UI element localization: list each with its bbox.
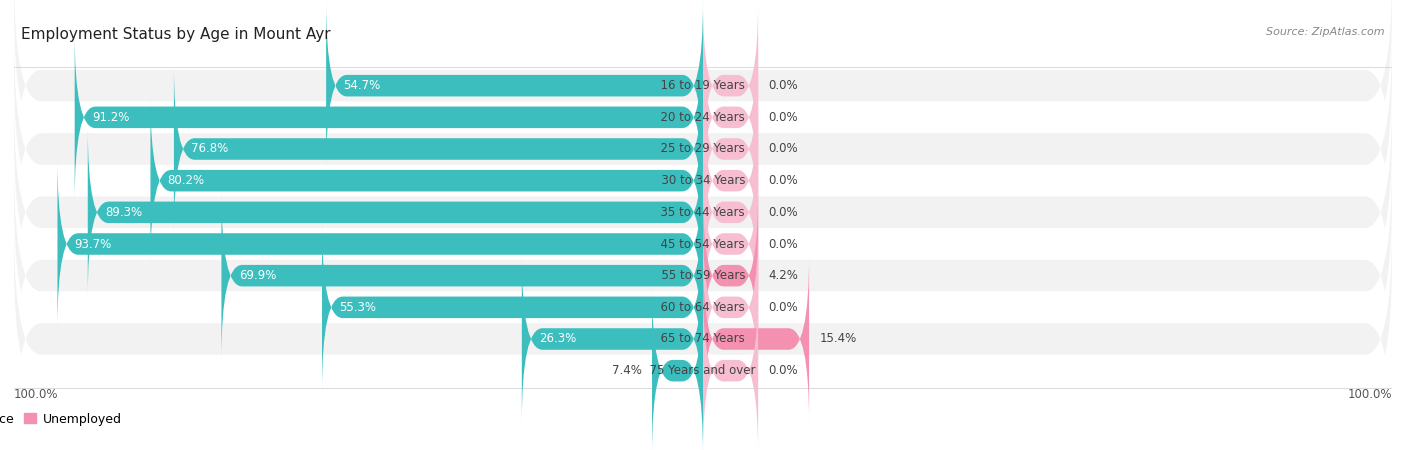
Text: 55.3%: 55.3% bbox=[339, 301, 377, 314]
Text: Employment Status by Age in Mount Ayr: Employment Status by Age in Mount Ayr bbox=[21, 27, 330, 42]
Text: 54.7%: 54.7% bbox=[343, 79, 381, 92]
FancyBboxPatch shape bbox=[14, 6, 1392, 228]
Text: 100.0%: 100.0% bbox=[14, 388, 59, 401]
Text: 25 to 29 Years: 25 to 29 Years bbox=[654, 143, 752, 156]
FancyBboxPatch shape bbox=[14, 228, 1392, 450]
Text: 0.0%: 0.0% bbox=[769, 301, 799, 314]
FancyBboxPatch shape bbox=[703, 128, 758, 297]
Text: 60 to 64 Years: 60 to 64 Years bbox=[654, 301, 752, 314]
FancyBboxPatch shape bbox=[221, 191, 703, 360]
Text: 16 to 19 Years: 16 to 19 Years bbox=[654, 79, 752, 92]
FancyBboxPatch shape bbox=[174, 65, 703, 233]
FancyBboxPatch shape bbox=[703, 255, 808, 423]
Text: 15.4%: 15.4% bbox=[820, 333, 856, 346]
FancyBboxPatch shape bbox=[652, 287, 703, 450]
FancyBboxPatch shape bbox=[150, 96, 703, 265]
Text: 80.2%: 80.2% bbox=[167, 174, 205, 187]
Text: 20 to 24 Years: 20 to 24 Years bbox=[654, 111, 752, 124]
FancyBboxPatch shape bbox=[14, 133, 1392, 355]
Text: 89.3%: 89.3% bbox=[105, 206, 142, 219]
Text: 4.2%: 4.2% bbox=[769, 269, 799, 282]
FancyBboxPatch shape bbox=[87, 128, 703, 297]
FancyBboxPatch shape bbox=[14, 197, 1392, 418]
FancyBboxPatch shape bbox=[703, 223, 758, 392]
Text: 0.0%: 0.0% bbox=[769, 206, 799, 219]
Text: 100.0%: 100.0% bbox=[1347, 388, 1392, 401]
FancyBboxPatch shape bbox=[703, 287, 758, 450]
Text: 93.7%: 93.7% bbox=[75, 238, 112, 251]
Text: 30 to 34 Years: 30 to 34 Years bbox=[654, 174, 752, 187]
Text: 0.0%: 0.0% bbox=[769, 111, 799, 124]
Text: 26.3%: 26.3% bbox=[538, 333, 576, 346]
Text: 65 to 74 Years: 65 to 74 Years bbox=[654, 333, 752, 346]
FancyBboxPatch shape bbox=[703, 160, 758, 328]
FancyBboxPatch shape bbox=[703, 65, 758, 233]
FancyBboxPatch shape bbox=[75, 33, 703, 202]
Text: 76.8%: 76.8% bbox=[191, 143, 228, 156]
FancyBboxPatch shape bbox=[703, 191, 758, 360]
Text: Source: ZipAtlas.com: Source: ZipAtlas.com bbox=[1267, 27, 1385, 37]
Text: 91.2%: 91.2% bbox=[91, 111, 129, 124]
FancyBboxPatch shape bbox=[14, 70, 1392, 292]
FancyBboxPatch shape bbox=[326, 1, 703, 170]
FancyBboxPatch shape bbox=[14, 165, 1392, 387]
FancyBboxPatch shape bbox=[703, 33, 758, 202]
Text: 0.0%: 0.0% bbox=[769, 174, 799, 187]
FancyBboxPatch shape bbox=[14, 38, 1392, 260]
Text: 0.0%: 0.0% bbox=[769, 238, 799, 251]
Text: 69.9%: 69.9% bbox=[239, 269, 276, 282]
FancyBboxPatch shape bbox=[703, 96, 758, 265]
Text: 7.4%: 7.4% bbox=[612, 364, 641, 377]
Text: 55 to 59 Years: 55 to 59 Years bbox=[654, 269, 752, 282]
Text: 75 Years and over: 75 Years and over bbox=[643, 364, 763, 377]
FancyBboxPatch shape bbox=[14, 102, 1392, 323]
Text: 0.0%: 0.0% bbox=[769, 143, 799, 156]
Text: 0.0%: 0.0% bbox=[769, 79, 799, 92]
Text: 35 to 44 Years: 35 to 44 Years bbox=[654, 206, 752, 219]
FancyBboxPatch shape bbox=[703, 1, 758, 170]
FancyBboxPatch shape bbox=[522, 255, 703, 423]
FancyBboxPatch shape bbox=[14, 260, 1392, 450]
Text: 0.0%: 0.0% bbox=[769, 364, 799, 377]
Legend: In Labor Force, Unemployed: In Labor Force, Unemployed bbox=[0, 408, 127, 431]
Text: 45 to 54 Years: 45 to 54 Years bbox=[654, 238, 752, 251]
FancyBboxPatch shape bbox=[14, 0, 1392, 197]
FancyBboxPatch shape bbox=[322, 223, 703, 392]
FancyBboxPatch shape bbox=[58, 160, 703, 328]
